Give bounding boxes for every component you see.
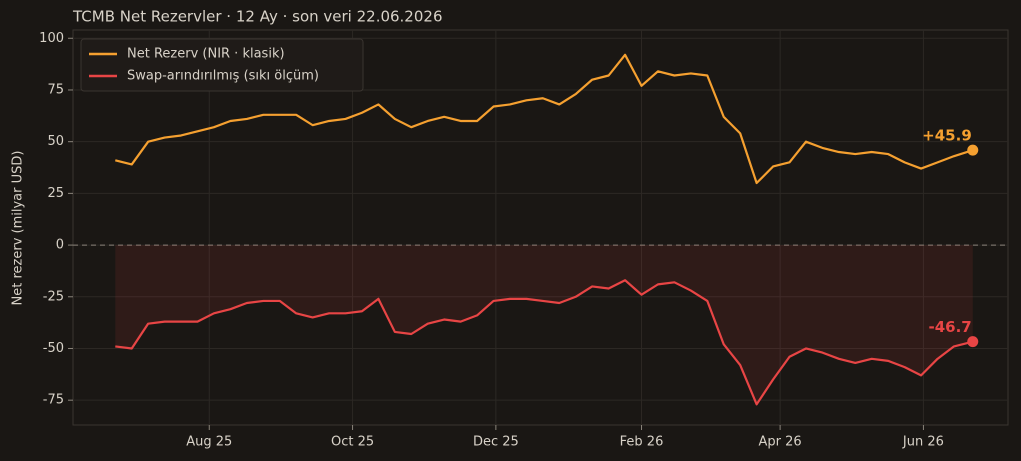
y-tick-label: 25	[47, 186, 64, 201]
line	[115, 279, 974, 406]
line	[115, 53, 974, 185]
y-tick-label: -50	[43, 341, 64, 356]
y-tick-label: 0	[56, 238, 64, 253]
legend-label: Net Rezerv (NIR · klasik)	[127, 47, 285, 62]
y-tick-label: 100	[39, 31, 64, 46]
y-tick-label: -25	[43, 289, 64, 304]
end-marker	[967, 144, 979, 156]
value-label: -46.7	[929, 318, 972, 336]
area	[115, 245, 973, 405]
x-tick-label: Feb 26	[620, 435, 664, 450]
x-tick-label: Oct 25	[331, 435, 374, 450]
x-tick-label: Dec 25	[473, 435, 519, 450]
x-tick-label: Aug 25	[186, 435, 232, 450]
y-tick-label: 50	[47, 134, 64, 149]
y-tick-label: -75	[43, 393, 64, 408]
legend: Net Rezerv (NIR · klasik) Swap-arındırılm…	[80, 38, 364, 92]
plot-frame	[72, 29, 1009, 426]
x-tick-label: Jun 26	[902, 435, 944, 450]
chart-title: TCMB Net Rezervler · 12 Ay · son veri 22…	[72, 8, 443, 26]
legend-label: Swap-arındırılmış (sıkı ölçüm)	[127, 69, 319, 84]
x-tick-label: Apr 26	[759, 435, 802, 450]
y-axis-label: Net rezerv (milyar USD)	[11, 151, 26, 306]
value-label: +45.9	[922, 127, 972, 145]
legend-box	[80, 38, 364, 92]
y-tick-label: 75	[47, 82, 64, 97]
end-marker	[967, 336, 979, 348]
